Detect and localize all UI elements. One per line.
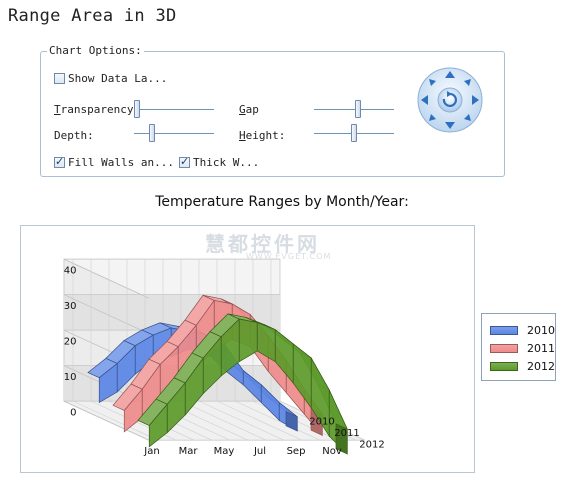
page-title: Range Area in 3D [8,6,177,26]
gap-slider-track [314,109,394,110]
chart-gridline [63,294,280,335]
transparency-slider-track [134,109,214,110]
legend-item-2010: 2010 [490,324,555,337]
legend-swatch-2012 [490,362,518,371]
legend-label-2011: 2011 [527,342,555,355]
y-tick-label: 30 [64,301,77,312]
x-tick-label: Sep [287,446,306,457]
y-tick-label: 10 [64,372,77,383]
arrow-down-right-icon[interactable] [464,114,471,121]
legend-label-2012: 2012 [527,360,555,373]
x-tick-label: May [214,446,235,457]
watermark-logo: 慧都控件网 [205,232,320,256]
chart-gridline [90,259,177,441]
watermark-url: WWW.EVGET.COM [246,252,332,261]
chart-legend: 2010 2011 2012 [481,313,556,381]
x-tick-label: Mar [179,446,199,457]
show-data-labels-label: Show Data La... [68,72,168,85]
legend-swatch-2011 [490,344,518,353]
chart-options-legend: Chart Options: [47,44,144,57]
nav-arrows[interactable] [421,71,479,129]
arrow-down-left-icon[interactable] [429,114,436,121]
x-tick-label: Jan [143,446,159,457]
arrow-left-icon[interactable] [421,95,428,105]
chart-gridline [63,400,280,441]
show-data-labels-checkbox-box[interactable] [54,73,65,84]
ribbon-end-cap [285,411,298,432]
rotate-navigation-icon[interactable] [416,66,484,134]
height-slider-thumb[interactable] [351,124,357,142]
chart-gridline [252,259,339,441]
chart-title: Temperature Ranges by Month/Year: [155,194,409,210]
depth-slider[interactable] [134,124,214,144]
chart-frame: 0 10 20 30 40 Jan Mar May Jul Sep Nov 2010 2011 2012 [20,225,475,473]
gap-label: Gap [239,103,259,116]
legend-label-2010: 2010 [527,324,555,337]
height-label: Height: [239,129,286,142]
series-ribbon-2012 [137,313,348,455]
transparency-slider-thumb[interactable] [134,100,140,118]
y-tick-label: 0 [70,407,76,418]
arrow-down-icon[interactable] [445,122,455,129]
legend-swatch-2010 [490,326,518,335]
arrow-right-icon[interactable] [472,95,479,105]
ribbon-end-cap [335,423,348,455]
y-tick-label: 40 [64,265,77,276]
thick-walls-label: Thick W... [193,156,260,169]
depth-tick-label: 2010 [309,416,334,427]
thick-walls-checkbox-box[interactable] [179,155,190,168]
gap-slider[interactable] [314,100,394,120]
chart-gridline [63,258,280,299]
fill-walls-checkbox-box[interactable] [54,155,65,168]
legend-item-2011: 2011 [490,342,555,355]
arrow-up-right-icon[interactable] [464,79,471,86]
gap-slider-thumb[interactable] [355,100,361,118]
legend-item-2012: 2012 [490,360,555,373]
depth-tick-label: 2012 [359,439,384,450]
show-data-labels-checkbox[interactable]: Show Data La... [54,72,167,85]
fill-walls-label: Fill Walls an... [68,156,174,169]
chart-options-group: Chart Options: Show Data La... Transpare… [40,44,505,177]
x-tick-label: Nov [322,446,342,457]
y-tick-label: 20 [64,336,77,347]
arrow-up-icon[interactable] [445,71,455,78]
thick-walls-checkbox[interactable]: Thick W... [179,155,260,169]
depth-tick-label: 2011 [334,428,359,439]
transparency-slider[interactable] [134,100,214,120]
transparency-label: Transparency [54,103,134,116]
x-tick-label: Jul [253,446,266,457]
fill-walls-checkbox[interactable]: Fill Walls an... [54,155,174,169]
depth-slider-track [134,133,214,134]
depth-label: Depth: [54,129,94,142]
arrow-up-left-icon[interactable] [429,79,436,86]
height-slider[interactable] [314,124,394,144]
depth-slider-thumb[interactable] [149,124,155,142]
